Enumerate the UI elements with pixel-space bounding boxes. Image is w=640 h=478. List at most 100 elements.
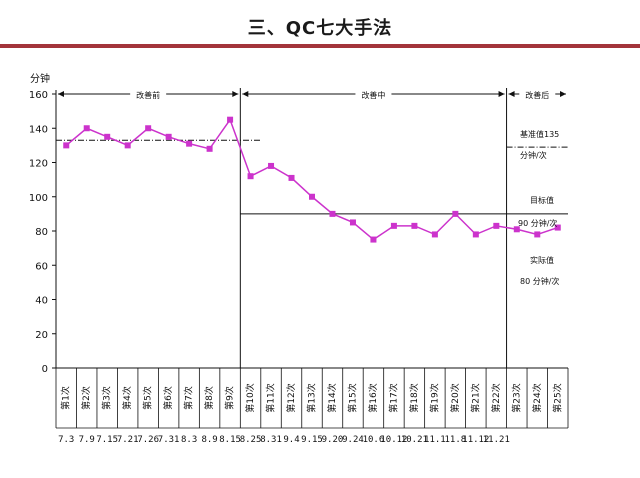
category-label: 第22次 — [490, 383, 502, 412]
date-label: 8.3 — [181, 435, 197, 445]
date-label: 9.24 — [342, 435, 364, 445]
y-tick-label: 20 — [35, 330, 48, 341]
phase-label-bg — [130, 87, 167, 101]
y-tick-label: 100 — [29, 193, 48, 204]
category-label: 第19次 — [428, 383, 440, 412]
data-point — [186, 140, 193, 147]
phase-label-bg — [355, 87, 392, 101]
date-label: 10.21 — [401, 435, 428, 445]
category-label: 第1次 — [60, 386, 72, 410]
data-point — [83, 125, 90, 132]
actual-unit-annotation: 80 分钟/次 — [520, 276, 559, 286]
chart-axes: 0 20 40 60 80 100 120 140 160 — [29, 90, 569, 429]
actual-annotation: 实际值 — [530, 255, 554, 265]
category-label: 第5次 — [142, 386, 154, 410]
date-label: 8.9 — [201, 435, 217, 445]
date-label: 10.6 — [363, 435, 385, 445]
category-label: 第23次 — [510, 383, 522, 412]
phase-label: 改善前 — [136, 90, 160, 100]
data-point — [431, 231, 438, 238]
date-label: 7.21 — [117, 435, 139, 445]
category-label: 第21次 — [469, 383, 481, 412]
phase-label-bg — [519, 87, 556, 101]
y-tick-label: 80 — [35, 227, 48, 238]
date-label: 10.12 — [380, 435, 407, 445]
data-point — [554, 224, 561, 231]
y-axis-label: 分钟 — [30, 72, 50, 85]
target-annotation: 目标值 — [530, 195, 554, 205]
series-line — [65, 118, 558, 241]
date-label: 11.8 — [445, 435, 467, 445]
data-point — [452, 210, 459, 217]
title-divider — [0, 44, 640, 48]
category-label: 第10次 — [244, 383, 256, 412]
reference-lines — [56, 139, 568, 215]
date-label: 11.1 — [424, 435, 446, 445]
data-point — [63, 142, 70, 149]
data-point — [124, 142, 131, 149]
date-label: 7.15 — [96, 435, 118, 445]
baseline-unit-annotation: 分钟/次 — [520, 150, 547, 160]
series-group — [63, 116, 561, 243]
category-label: 第2次 — [80, 386, 92, 410]
data-point — [329, 210, 336, 217]
date-label: 11.21 — [483, 435, 510, 445]
category-label: 第16次 — [367, 383, 379, 412]
data-point — [390, 222, 397, 229]
data-point — [268, 162, 275, 169]
phase-markers: 改善前 改善中 改善后 — [58, 87, 566, 368]
data-point — [411, 222, 418, 229]
data-point — [288, 174, 295, 181]
y-tick-label: 140 — [29, 124, 48, 135]
data-point — [534, 231, 541, 238]
data-point — [370, 236, 377, 243]
phase-arrow-head-right — [232, 91, 239, 97]
data-point — [513, 226, 520, 233]
phase-arrow-head-right — [498, 91, 505, 97]
date-label: 8.31 — [260, 435, 282, 445]
y-tick-label: 160 — [29, 90, 48, 101]
data-point — [309, 193, 315, 200]
date-label: 7.3 — [58, 435, 74, 445]
category-label: 第12次 — [285, 383, 297, 412]
phase-arrow-head-left — [58, 91, 64, 97]
date-label: 8.25 — [240, 435, 262, 445]
category-label: 第6次 — [162, 386, 174, 410]
data-point — [104, 133, 111, 140]
date-label: 9.20 — [322, 435, 344, 445]
category-label: 第13次 — [306, 383, 318, 412]
data-point — [165, 133, 172, 140]
date-label: 7.26 — [137, 435, 159, 445]
data-point — [472, 231, 479, 238]
phase-arrow-head-left — [242, 91, 249, 97]
date-label: 7.31 — [158, 435, 180, 445]
category-label: 第11次 — [265, 383, 277, 412]
category-label: 第24次 — [531, 383, 543, 412]
baseline-annotation: 基准值135 — [520, 129, 559, 139]
date-label: 8.15 — [219, 435, 241, 445]
y-tick-label: 0 — [42, 364, 48, 375]
category-label: 第9次 — [224, 386, 236, 410]
category-label: 第18次 — [408, 383, 420, 412]
category-labels: 第1次 第2次 第3次 第4次 第5次 第6次 第7次 第8次 第9次 第10次 第11次 第12次第… — [58, 383, 563, 445]
phase-label: 改善后 — [525, 90, 549, 100]
category-label: 第14次 — [326, 383, 338, 412]
data-point — [206, 145, 213, 152]
date-label: 9.4 — [283, 435, 299, 445]
y-tick-label: 40 — [35, 296, 48, 307]
date-label: 11.12 — [462, 435, 489, 445]
data-point — [493, 222, 500, 229]
category-label: 第7次 — [183, 386, 195, 410]
category-label: 第25次 — [551, 383, 563, 412]
annotations: 基准值135 分钟/次 目标值 90 分钟/次 实际值 80 分钟/次 — [518, 129, 559, 286]
data-point — [247, 173, 254, 180]
category-label: 第3次 — [101, 386, 113, 410]
slide-title: 三、QC七大手法 — [247, 18, 393, 39]
data-point — [145, 125, 152, 132]
data-point — [349, 219, 356, 226]
category-label: 第17次 — [387, 383, 399, 412]
y-tick-label: 60 — [35, 261, 48, 272]
data-point — [227, 116, 234, 123]
phase-label: 改善中 — [361, 90, 385, 100]
